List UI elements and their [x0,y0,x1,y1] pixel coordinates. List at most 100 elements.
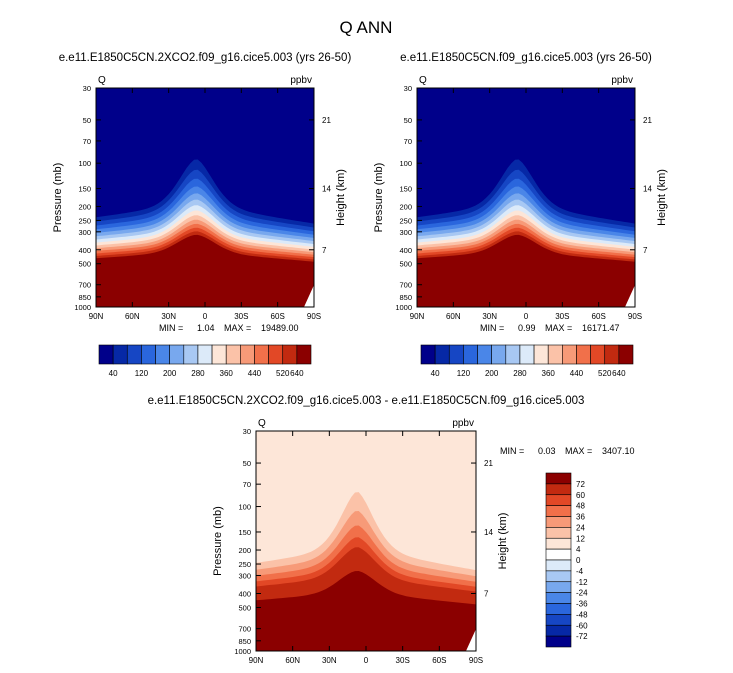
colorbar-label: 360 [542,369,556,378]
panel-title: e.e11.E1850C5CN.2XCO2.f09_g16.cice5.003 … [59,52,352,64]
colorbar-label: -48 [576,610,588,619]
panel-title: e.e11.E1850C5CN.2XCO2.f09_g16.cice5.003 … [148,395,585,407]
chart-panel-top-left: 90N 60N 30N 0 30S 60S 90S 30 50 70 100 150 200 250 300… [52,52,351,378]
units-label: ppbv [290,75,312,86]
y-tick-label: 400 [78,246,91,255]
colorbar-swatch [576,344,591,365]
y-tick-label: 1000 [234,647,251,656]
x-tick-label: 30S [396,656,410,665]
x-tick-label: 30S [555,312,569,321]
y-tick-label: 70 [83,137,91,146]
colorbar-label: 440 [570,369,584,378]
y-tick-label: 850 [238,637,251,646]
y2-tick-label: 14 [643,185,652,194]
colorbar-swatch [254,344,269,365]
colorbar-label: 200 [163,369,177,378]
colorbar-label: 640 [290,369,304,378]
colorbar-swatch [604,344,620,365]
y-tick-label: 30 [83,84,91,93]
x-tick-label: 0 [203,312,208,321]
y-tick-label: 150 [399,185,412,194]
colorbar-label: 280 [513,369,527,378]
colorbar-label: 72 [576,480,585,489]
y2-tick-label: 14 [322,185,331,194]
y-tick-label: 300 [399,228,412,237]
y-axis-label: Pressure (mb) [52,163,64,233]
topography-mask [304,285,314,307]
x-tick-label: 60S [592,312,606,321]
colorbar-swatch [545,472,572,485]
colorbar-swatch [296,344,312,365]
colorbar-swatch [545,581,572,593]
y2-axis-label: Height (km) [656,169,668,226]
topography-mask [625,285,635,307]
colorbar-swatch [545,559,572,572]
colorbar-label: 24 [576,523,585,532]
colorbar-swatch [183,344,199,365]
min-value: 0.99 [518,323,536,333]
y-tick-label: 850 [78,293,91,302]
x-tick-label: 60N [285,656,300,665]
colorbar-label: 120 [135,369,149,378]
units-label: ppbv [452,418,474,429]
x-tick-label: 30S [234,312,248,321]
colorbar-label: 360 [220,369,234,378]
colorbar-label: 36 [576,513,585,522]
x-tick-label: 90N [89,312,104,321]
colorbar-swatch [98,344,114,365]
x-tick-label: 0 [524,312,529,321]
colorbar-swatch [562,344,577,365]
colorbar-swatch [211,344,227,365]
colorbar-label: 280 [191,369,205,378]
y-tick-label: 100 [238,503,251,512]
y-tick-label: 1000 [74,303,91,312]
panel-title: e.e11.E1850C5CN.f09_g16.cice5.003 (yrs 2… [400,52,652,64]
y-tick-label: 70 [243,480,251,489]
y2-tick-label: 14 [484,528,493,537]
y-axis-label: Pressure (mb) [212,506,224,576]
colorbar-swatch [519,344,535,365]
colorbar-swatch [533,344,549,365]
y2-tick-label: 7 [643,246,648,255]
x-tick-label: 60S [432,656,446,665]
max-label: MAX = [224,323,251,333]
colorbar-swatch [545,527,572,539]
y-tick-label: 1000 [395,303,412,312]
colorbar-swatch [420,344,436,365]
y-tick-label: 250 [399,216,412,225]
colorbar-label: 640 [612,369,626,378]
colorbar-swatch [545,635,572,648]
y-tick-label: 200 [78,202,91,211]
units-label: ppbv [611,75,633,86]
y2-axis-label: Height (km) [335,169,347,226]
y-tick-label: 150 [238,528,251,537]
contour-band [417,234,635,307]
colorbar-swatch [545,592,572,604]
chart-panel-top-right: 90N 60N 30N 0 30S 60S 90S 30 50 70 100 150 200 250 300… [373,52,668,378]
colorbar-swatch [112,344,128,365]
colorbar-label: 4 [576,545,581,554]
max-value: 19489.00 [261,323,299,333]
min-value: 1.04 [197,323,215,333]
y2-axis-label: Height (km) [497,513,509,570]
colorbar-label: 40 [109,369,118,378]
max-value: 16171.47 [582,323,620,333]
y2-tick-label: 7 [322,246,327,255]
colorbar-label: -4 [576,567,584,576]
y-tick-label: 300 [78,228,91,237]
colorbar-label: -36 [576,600,588,609]
x-tick-label: 90S [307,312,321,321]
colorbar-swatch [618,344,634,365]
x-tick-label: 60N [446,312,461,321]
colorbar-swatch [545,483,572,496]
colorbar-swatch [126,344,142,365]
y-tick-label: 50 [404,116,412,125]
y-tick-label: 500 [238,604,251,613]
y-tick-label: 400 [238,590,251,599]
variable-label: Q [98,75,106,86]
colorbar-swatch [282,344,298,365]
x-tick-label: 60S [271,312,285,321]
colorbar: 40 120 200 280 360 440 520 640 [420,344,634,378]
y-tick-label: 400 [399,246,412,255]
